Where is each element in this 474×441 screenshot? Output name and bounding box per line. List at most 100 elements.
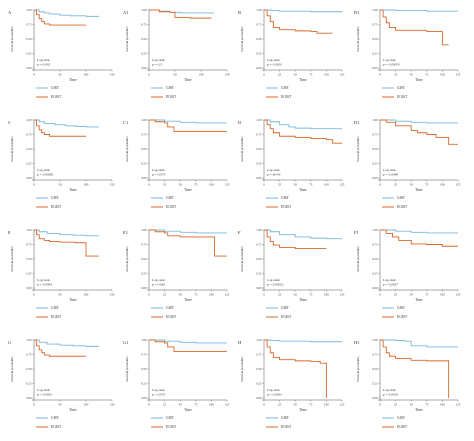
p-value-label: p = 0.0001 — [266, 63, 282, 67]
log-rank-label: Log-rank — [267, 278, 280, 282]
y-tick-label: 0.25 — [256, 382, 262, 386]
legend-label-egist: EGIST — [397, 425, 408, 429]
x-tick-label: 25 — [278, 403, 282, 407]
panel-label: E — [8, 230, 11, 235]
survival-curve-gist — [380, 119, 458, 124]
y-tick-label: 0.00 — [372, 286, 378, 290]
p-value-label: p = 0.073 — [151, 173, 166, 177]
y-axis-label: Survival probability — [125, 246, 129, 272]
survival-curve-egist — [380, 119, 458, 145]
survival-curve-egist — [34, 339, 86, 357]
log-rank-label: Log-rank — [152, 388, 165, 392]
legend-label-gist: GIST — [397, 416, 406, 420]
x-axis-label: Time — [184, 188, 192, 192]
x-axis-label: Time — [299, 298, 307, 302]
x-axis-label: Time — [415, 188, 423, 192]
y-tick-label: 0.50 — [141, 147, 147, 151]
y-tick-label: 1.00 — [256, 228, 262, 232]
y-tick-label: 0.75 — [256, 23, 262, 27]
y-tick-label: 0.75 — [26, 133, 32, 137]
x-tick-label: 75 — [425, 293, 429, 297]
legend-label-gist: GIST — [281, 196, 290, 200]
x-tick-label: 75 — [309, 183, 313, 187]
x-tick-label: 125 — [340, 73, 345, 77]
x-tick-label: 150 — [110, 293, 115, 297]
y-tick-label: 1.00 — [141, 8, 147, 12]
panel-label: F — [238, 230, 241, 235]
y-tick-label: 0.25 — [141, 162, 147, 166]
x-tick-label: 0 — [263, 183, 265, 187]
x-tick-label: 25 — [278, 183, 282, 187]
legend-label-egist: EGIST — [281, 315, 292, 319]
legend-label-gist: GIST — [51, 86, 60, 90]
panel-d: D Survival probability 0.00 0.25 0.50 0.75 1.0… — [238, 118, 345, 209]
p-value-label: p = 0.081 — [151, 283, 166, 287]
panel-h: H Survival probability 0.00 0.25 0.50 0.75 1.0… — [238, 338, 345, 429]
x-tick-label: 0 — [33, 403, 35, 407]
y-axis-label: Survival probability — [125, 356, 129, 382]
x-tick-label: 75 — [194, 293, 198, 297]
x-tick-label: 25 — [394, 293, 398, 297]
survival-curve-egist — [149, 229, 227, 257]
survival-curve-gist — [149, 119, 227, 124]
x-tick-label: 50 — [58, 293, 62, 297]
x-tick-label: 25 — [163, 183, 167, 187]
x-tick-label: 0 — [33, 293, 35, 297]
survival-curve-gist — [149, 339, 227, 344]
x-tick-label: 0 — [148, 73, 150, 77]
survival-curve-egist — [380, 339, 450, 398]
y-tick-label: 0.75 — [372, 23, 378, 27]
x-tick-label: 0 — [379, 183, 381, 187]
panel-label: G1 — [123, 340, 129, 345]
x-tick-label: 0 — [33, 73, 35, 77]
p-value-label: p = 0.0037 — [382, 283, 398, 287]
x-axis-label: Time — [69, 298, 77, 302]
x-tick-label: 0 — [148, 183, 150, 187]
y-axis-label: Survival probability — [356, 136, 360, 162]
x-tick-label: 100 — [440, 293, 445, 297]
y-axis-label: Survival probability — [356, 246, 360, 272]
panel-label: A1 — [123, 10, 129, 15]
y-tick-label: 0.50 — [141, 367, 147, 371]
x-tick-label: 100 — [440, 403, 445, 407]
y-tick-label: 0.00 — [141, 176, 147, 180]
x-tick-label: 50 — [58, 183, 62, 187]
x-tick-label: 25 — [278, 293, 282, 297]
x-tick-label: 50 — [179, 403, 183, 407]
x-axis-label: Time — [299, 408, 307, 412]
x-tick-label: 50 — [294, 73, 298, 77]
x-axis-label: Time — [415, 408, 423, 412]
y-tick-label: 0.25 — [26, 162, 32, 166]
x-axis-label: Time — [184, 298, 192, 302]
x-tick-label: 75 — [425, 403, 429, 407]
survival-curve-egist — [149, 119, 227, 133]
legend-label-egist: EGIST — [397, 95, 408, 99]
y-tick-label: 1.00 — [256, 118, 262, 122]
panel-b: B Survival probability 0.00 0.25 0.50 0.75 1.0… — [238, 8, 345, 99]
y-tick-label: 0.00 — [256, 286, 262, 290]
legend-label-gist: GIST — [166, 416, 175, 420]
x-tick-label: 0 — [379, 403, 381, 407]
x-tick-label: 100 — [209, 293, 214, 297]
x-tick-label: 50 — [410, 73, 414, 77]
y-tick-label: 0.50 — [256, 147, 262, 151]
x-axis-label: Time — [69, 408, 77, 412]
x-axis-label: Time — [415, 298, 423, 302]
x-tick-label: 125 — [225, 293, 230, 297]
p-value-label: p = 0.00022 — [266, 283, 284, 287]
survival-curve-egist — [149, 339, 227, 353]
survival-curve-egist — [264, 9, 333, 34]
x-tick-label: 150 — [110, 73, 115, 77]
x-tick-label: 125 — [340, 293, 345, 297]
legend-label-gist: GIST — [281, 306, 290, 310]
x-tick-label: 125 — [225, 403, 230, 407]
x-tick-label: 50 — [294, 183, 298, 187]
x-tick-label: 75 — [194, 183, 198, 187]
y-axis-label: Survival probability — [125, 26, 129, 52]
y-tick-label: 0.50 — [256, 257, 262, 261]
legend-label-gist: GIST — [166, 196, 175, 200]
y-tick-label: 0.50 — [141, 257, 147, 261]
log-rank-label: Log-rank — [37, 388, 50, 392]
y-tick-label: 0.75 — [256, 353, 262, 357]
